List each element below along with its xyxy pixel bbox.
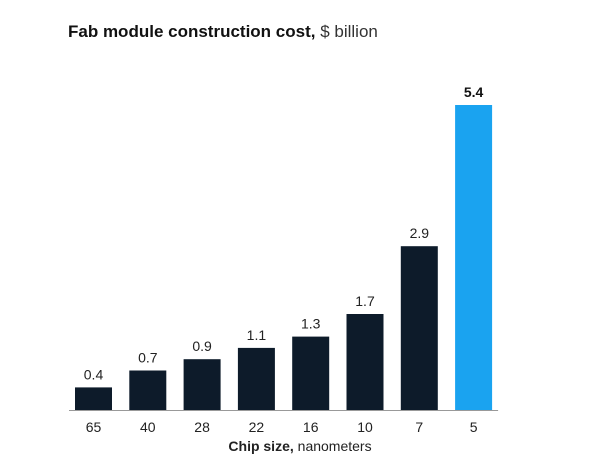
x-tick-label-10: 10 <box>357 419 373 435</box>
bar-22nm <box>237 347 275 410</box>
bar-5nm <box>455 105 493 410</box>
bar-65nm <box>75 387 112 410</box>
x-tick-label-5: 5 <box>470 419 478 435</box>
bar-7nm <box>400 246 438 410</box>
x-axis-title-text: Chip size, <box>228 438 294 454</box>
data-label-16nm: 1.3 <box>301 316 321 332</box>
data-label-40nm: 0.7 <box>138 350 158 366</box>
x-axis-title-unit: nanometers <box>297 438 372 454</box>
chart-title-unit: $ billion <box>320 22 378 41</box>
data-label-7nm: 2.9 <box>410 225 430 241</box>
x-tick-label-16: 16 <box>303 419 319 435</box>
x-tick-label-7: 7 <box>415 419 423 435</box>
x-axis-title: Chip size, nanometers <box>0 438 600 454</box>
data-labels-group: 0.4 0.7 0.9 1.1 1.3 1.7 2.9 5.4 <box>84 84 484 382</box>
data-label-5nm: 5.4 <box>464 84 484 100</box>
data-label-10nm: 1.7 <box>355 293 375 309</box>
x-tick-label-40: 40 <box>140 419 156 435</box>
bars-group <box>75 105 493 410</box>
data-label-28nm: 0.9 <box>192 338 212 354</box>
bar-28nm <box>183 359 221 410</box>
x-tick-labels-group: 65 40 28 22 16 10 7 5 <box>86 419 478 435</box>
x-tick-label-22: 22 <box>249 419 265 435</box>
chart-title: Fab module construction cost, $ billion <box>68 22 378 42</box>
chart-title-text: Fab module construction cost, <box>68 22 316 41</box>
bar-10nm <box>346 314 384 410</box>
bar-40nm <box>129 370 167 410</box>
data-label-65nm: 0.4 <box>84 366 104 382</box>
x-tick-label-65: 65 <box>86 419 102 435</box>
data-label-22nm: 1.1 <box>247 327 267 343</box>
x-tick-label-28: 28 <box>194 419 210 435</box>
bar-16nm <box>292 336 330 410</box>
